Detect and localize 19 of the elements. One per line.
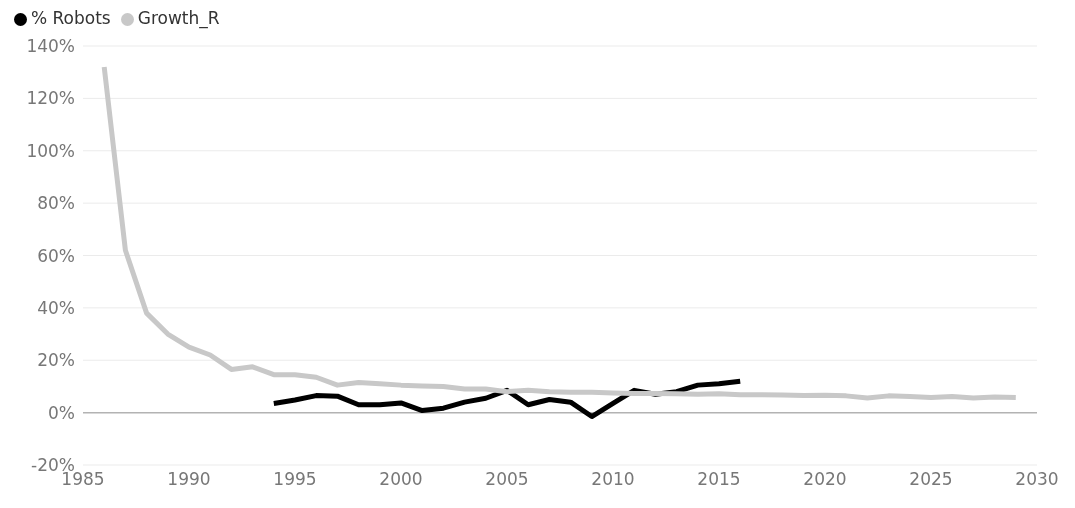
- x-tick-label: 2005: [485, 469, 529, 490]
- x-tick-label: 2020: [803, 469, 847, 490]
- legend-label: Growth_R: [137, 8, 220, 28]
- y-tick-label: 20%: [37, 350, 75, 371]
- x-tick-label: 1995: [273, 469, 317, 490]
- x-tick-label: 2015: [697, 469, 741, 490]
- x-tick-label: 1990: [167, 469, 211, 490]
- y-tick-label: 0%: [48, 402, 75, 423]
- x-tick-label: 2010: [591, 469, 635, 490]
- y-tick-label: 100%: [26, 140, 75, 161]
- y-tick-label: 80%: [37, 193, 75, 214]
- y-tick-label: 120%: [26, 88, 75, 109]
- y-tick-label: 140%: [26, 36, 75, 57]
- x-tick-label: 2025: [909, 469, 953, 490]
- y-tick-label: 40%: [37, 297, 75, 318]
- x-tick-label: 2000: [379, 469, 423, 490]
- legend-label: % Robots: [31, 8, 111, 28]
- y-tick-label: 60%: [37, 245, 75, 266]
- x-tick-label: 2030: [1015, 469, 1059, 490]
